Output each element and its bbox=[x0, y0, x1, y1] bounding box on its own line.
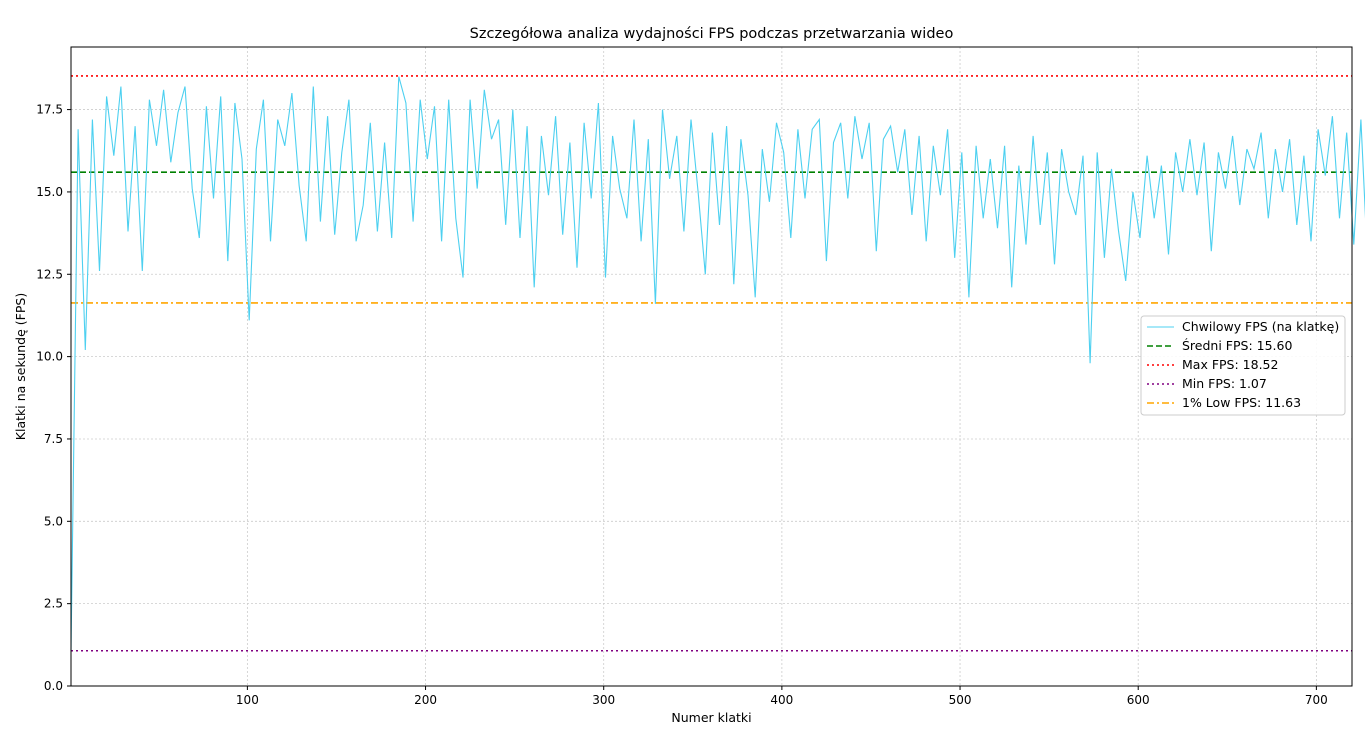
x-tick-label: 600 bbox=[1127, 693, 1150, 707]
y-tick-label: 10.0 bbox=[36, 350, 63, 364]
x-tick-label: 200 bbox=[414, 693, 437, 707]
y-tick-label: 2.5 bbox=[44, 597, 63, 611]
y-tick-label: 5.0 bbox=[44, 514, 63, 528]
x-tick-label: 700 bbox=[1305, 693, 1328, 707]
y-tick-label: 17.5 bbox=[36, 103, 63, 117]
chart-title: Szczegółowa analiza wydajności FPS podcz… bbox=[470, 26, 954, 42]
x-tick-label: 300 bbox=[592, 693, 615, 707]
legend: Chwilowy FPS (na klatkę) Średni FPS: 15.6… bbox=[1140, 315, 1346, 416]
legend-entry: Min FPS: 1.07 bbox=[1182, 376, 1267, 391]
y-tick-label: 12.5 bbox=[36, 267, 63, 281]
y-tick-label: 7.5 bbox=[44, 432, 63, 446]
legend-entry: Max FPS: 18.52 bbox=[1182, 357, 1278, 372]
x-axis-label: Numer klatki bbox=[671, 710, 751, 725]
x-tick-label: 400 bbox=[770, 693, 793, 707]
legend-entry: Chwilowy FPS (na klatkę) bbox=[1182, 319, 1339, 334]
y-tick-label: 0.0 bbox=[44, 679, 63, 693]
x-tick-label: 500 bbox=[949, 693, 972, 707]
legend-entry: 1% Low FPS: 11.63 bbox=[1182, 395, 1301, 410]
y-axis-label: Klatki na sekundę (FPS) bbox=[13, 293, 28, 440]
fps-series-line bbox=[70, 76, 1365, 651]
axes: 100 200 300 400 500 600 700 0.0 2.5 5.0 7.5 10.0 12.… bbox=[36, 103, 1328, 707]
y-tick-label: 15.0 bbox=[36, 185, 63, 199]
reference-lines bbox=[71, 75, 1352, 652]
legend-entry: Średni FPS: 15.60 bbox=[1182, 338, 1292, 353]
x-tick-label: 100 bbox=[236, 693, 259, 707]
legend-box bbox=[1140, 315, 1346, 416]
plot-frame bbox=[70, 46, 1353, 687]
series-layer bbox=[70, 76, 1365, 651]
